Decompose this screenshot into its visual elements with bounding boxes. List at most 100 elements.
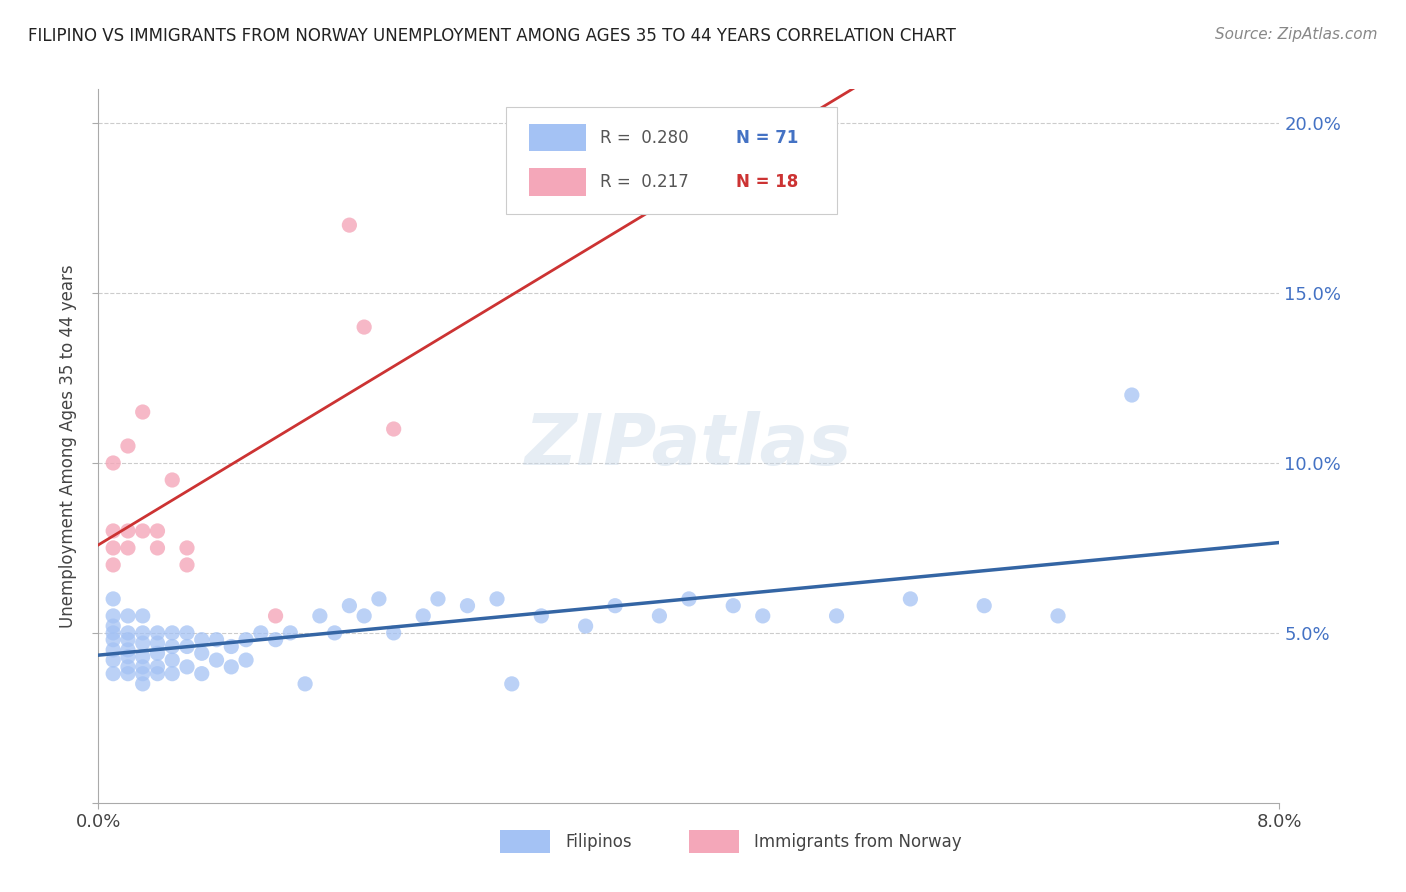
Point bbox=[191, 632, 214, 647]
Point bbox=[117, 649, 139, 664]
Point bbox=[132, 666, 155, 681]
Point bbox=[132, 524, 155, 538]
Point bbox=[574, 619, 596, 633]
Point bbox=[103, 626, 125, 640]
Point bbox=[103, 608, 125, 623]
Point bbox=[382, 626, 405, 640]
Point bbox=[103, 653, 125, 667]
Point bbox=[648, 608, 671, 623]
Point bbox=[1046, 608, 1069, 623]
Point bbox=[382, 422, 405, 436]
Point bbox=[235, 632, 257, 647]
Point bbox=[176, 626, 198, 640]
Point bbox=[132, 636, 155, 650]
Point bbox=[176, 541, 198, 555]
Point bbox=[426, 591, 449, 606]
Point bbox=[162, 473, 183, 487]
Point bbox=[973, 599, 995, 613]
Point bbox=[132, 677, 155, 691]
Point bbox=[117, 608, 139, 623]
Point bbox=[308, 608, 332, 623]
Point bbox=[353, 608, 375, 623]
Point bbox=[117, 524, 139, 538]
Point bbox=[146, 666, 169, 681]
Point bbox=[900, 591, 922, 606]
Point bbox=[323, 626, 346, 640]
Text: R =  0.280: R = 0.280 bbox=[600, 128, 689, 146]
Point bbox=[103, 558, 125, 572]
Point bbox=[205, 653, 228, 667]
Point bbox=[146, 541, 169, 555]
Point bbox=[162, 640, 183, 654]
FancyBboxPatch shape bbox=[530, 124, 586, 152]
Point bbox=[117, 626, 139, 640]
Text: N = 18: N = 18 bbox=[737, 173, 799, 191]
Point bbox=[146, 646, 169, 660]
Point bbox=[219, 640, 242, 654]
Point bbox=[162, 626, 183, 640]
Text: Source: ZipAtlas.com: Source: ZipAtlas.com bbox=[1215, 27, 1378, 42]
Point bbox=[219, 660, 242, 674]
Point bbox=[678, 591, 700, 606]
Point bbox=[117, 660, 139, 674]
Point bbox=[456, 599, 478, 613]
FancyBboxPatch shape bbox=[530, 169, 586, 195]
Text: N = 71: N = 71 bbox=[737, 128, 799, 146]
Point bbox=[132, 405, 155, 419]
Point bbox=[146, 626, 169, 640]
Point bbox=[117, 666, 139, 681]
Point bbox=[264, 632, 287, 647]
Point bbox=[353, 320, 375, 334]
Point bbox=[191, 646, 214, 660]
Text: Immigrants from Norway: Immigrants from Norway bbox=[754, 833, 962, 851]
Point bbox=[117, 632, 139, 647]
Point bbox=[146, 636, 169, 650]
Point bbox=[721, 599, 744, 613]
Point bbox=[103, 666, 125, 681]
Point bbox=[176, 640, 198, 654]
Point bbox=[117, 643, 139, 657]
Text: ZIPatlas: ZIPatlas bbox=[526, 411, 852, 481]
FancyBboxPatch shape bbox=[689, 830, 738, 853]
Point bbox=[412, 608, 434, 623]
Text: R =  0.217: R = 0.217 bbox=[600, 173, 689, 191]
Point bbox=[103, 524, 125, 538]
Point bbox=[176, 660, 198, 674]
Point bbox=[146, 524, 169, 538]
Point bbox=[132, 649, 155, 664]
Point bbox=[235, 653, 257, 667]
Point bbox=[103, 591, 125, 606]
FancyBboxPatch shape bbox=[501, 830, 550, 853]
Point bbox=[485, 591, 508, 606]
Y-axis label: Unemployment Among Ages 35 to 44 years: Unemployment Among Ages 35 to 44 years bbox=[59, 264, 77, 628]
Point bbox=[605, 599, 627, 613]
Point bbox=[103, 456, 125, 470]
Point bbox=[825, 608, 848, 623]
Point bbox=[146, 660, 169, 674]
Point bbox=[162, 666, 183, 681]
Point bbox=[751, 608, 773, 623]
Point bbox=[264, 608, 287, 623]
Point bbox=[278, 626, 302, 640]
Point bbox=[294, 677, 316, 691]
Point bbox=[205, 632, 228, 647]
Point bbox=[191, 666, 214, 681]
Point bbox=[501, 677, 523, 691]
Text: FILIPINO VS IMMIGRANTS FROM NORWAY UNEMPLOYMENT AMONG AGES 35 TO 44 YEARS CORREL: FILIPINO VS IMMIGRANTS FROM NORWAY UNEMP… bbox=[28, 27, 956, 45]
Point bbox=[103, 643, 125, 657]
Point bbox=[337, 599, 360, 613]
Point bbox=[162, 653, 183, 667]
Point bbox=[1121, 388, 1143, 402]
Point bbox=[103, 541, 125, 555]
Point bbox=[117, 541, 139, 555]
Point bbox=[530, 608, 553, 623]
Point bbox=[132, 660, 155, 674]
Point bbox=[250, 626, 273, 640]
Point bbox=[103, 632, 125, 647]
Point bbox=[117, 439, 139, 453]
Text: Filipinos: Filipinos bbox=[565, 833, 631, 851]
FancyBboxPatch shape bbox=[506, 107, 837, 214]
Point bbox=[103, 619, 125, 633]
Point bbox=[367, 591, 389, 606]
Point bbox=[132, 626, 155, 640]
